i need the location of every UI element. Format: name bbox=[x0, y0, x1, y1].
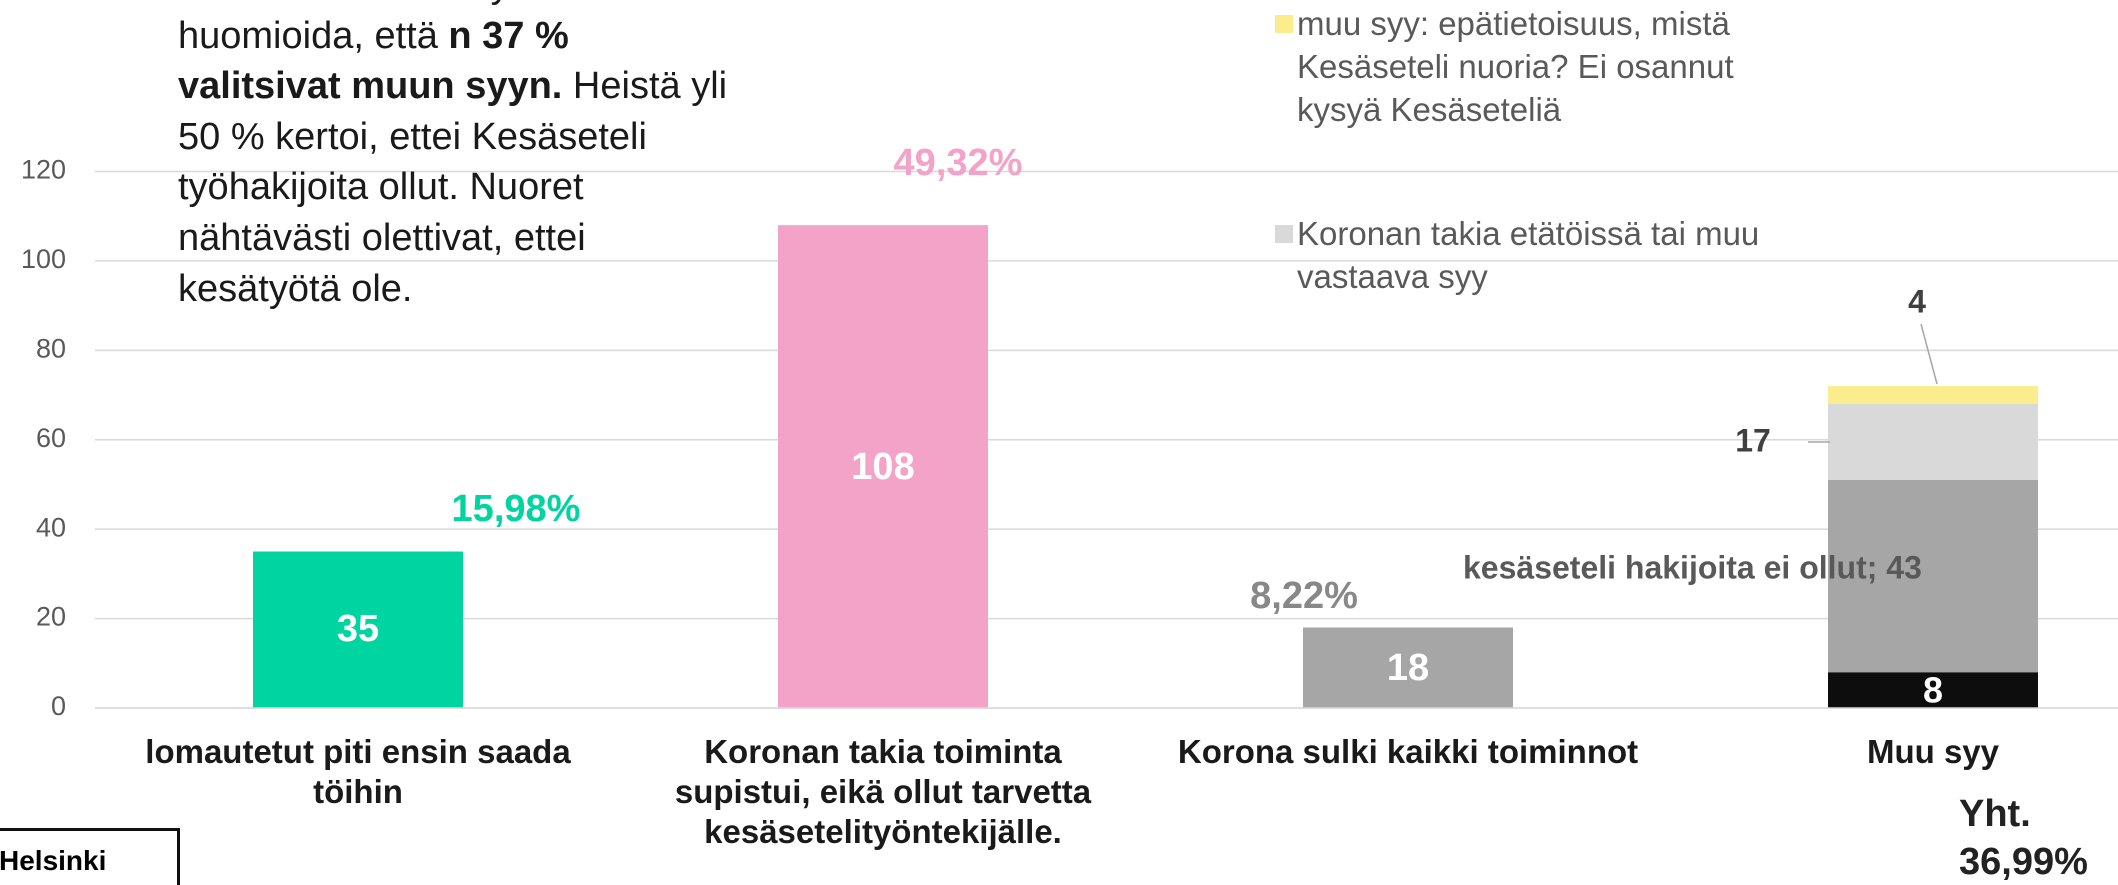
annotation-text: valitsivat muun syyn. bbox=[178, 65, 563, 108]
y-tick-label: 100 bbox=[21, 244, 66, 274]
value-label: kesäseteli hakijoita ei ollut; 43 bbox=[1463, 549, 1922, 585]
annotation-text: Kiinnostavaa on myös bbox=[178, 0, 550, 6]
annotation-line: huomioida, että n 37 % bbox=[178, 11, 569, 61]
bar bbox=[778, 225, 988, 708]
leader-line bbox=[1920, 323, 1938, 385]
annotation-text: kesätyötä ole. bbox=[178, 267, 413, 310]
bar bbox=[253, 551, 463, 708]
stack-segment bbox=[1828, 403, 2038, 480]
x-tick-label: lomautetut piti ensin saada töihin bbox=[145, 733, 571, 810]
y-tick-label: 0 bbox=[51, 691, 66, 721]
bar bbox=[1303, 627, 1513, 708]
annotation-text: 50 % kertoi, ettei Kesäseteli bbox=[178, 115, 647, 158]
legend-label: muu syy: epätietoisuus, mistä Kesäseteli… bbox=[1297, 5, 1734, 128]
y-tick-label: 20 bbox=[36, 602, 66, 632]
annotation-line: 50 % kertoi, ettei Kesäseteli bbox=[178, 112, 647, 162]
y-tick-label: 120 bbox=[21, 155, 66, 185]
total-label: Yht. 36,99% bbox=[1959, 793, 2088, 883]
legend-swatch bbox=[1275, 225, 1293, 243]
annotation-line: valitsivat muun syyn. Heistä yli bbox=[178, 61, 727, 111]
x-tick-label: Koronan takia toiminta supistui, eikä ol… bbox=[674, 733, 1092, 850]
annotation-line: nähtävästi olettivat, ettei bbox=[178, 213, 586, 263]
annotation-line: Kiinnostavaa on myös bbox=[178, 0, 550, 10]
y-tick-label: 60 bbox=[36, 423, 66, 453]
stack-segment bbox=[1828, 479, 2038, 673]
value-label: 8 bbox=[1923, 670, 1943, 711]
x-tick-label: Korona sulki kaikki toiminnot bbox=[1177, 733, 1639, 770]
y-tick-label: 40 bbox=[36, 512, 66, 542]
value-label: 4 bbox=[1908, 283, 1926, 319]
annotation-text: Heistä yli bbox=[562, 65, 728, 108]
value-label: 108 bbox=[851, 446, 914, 488]
legend-swatch bbox=[1275, 15, 1293, 33]
logo: Helsinki bbox=[0, 828, 180, 885]
annotation-line: kesätyötä ole. bbox=[178, 264, 412, 314]
annotation-text: n 37 % bbox=[448, 14, 569, 57]
percent-label: 8,22% bbox=[1250, 575, 1358, 617]
legend-label: Koronan takia etätöissä tai muu vastaava… bbox=[1297, 215, 1760, 295]
stack-segment bbox=[1828, 672, 2038, 708]
percent-label: 49,32% bbox=[894, 142, 1023, 184]
y-tick-label: 80 bbox=[36, 333, 66, 363]
value-label: 18 bbox=[1387, 647, 1429, 689]
annotation-text: nähtävästi olettivat, ettei bbox=[178, 217, 586, 259]
annotation-text: työhakijoita ollut. Nuoret bbox=[178, 166, 584, 209]
value-label: 17 bbox=[1735, 422, 1771, 458]
annotation-text: huomioida, että bbox=[178, 14, 449, 57]
stack-segment bbox=[1828, 386, 2038, 404]
value-label: 35 bbox=[337, 608, 379, 650]
x-tick-label: Muu syy bbox=[1866, 733, 2000, 770]
annotation-line: työhakijoita ollut. Nuoret bbox=[178, 162, 584, 212]
percent-label: 15,98% bbox=[452, 488, 581, 530]
